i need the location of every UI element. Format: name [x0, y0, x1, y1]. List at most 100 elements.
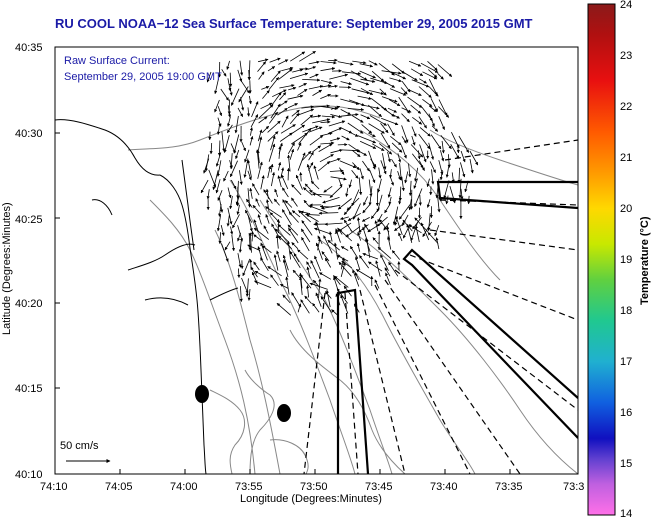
current-vector: [297, 88, 308, 96]
current-vector: [422, 71, 438, 80]
current-vector: [445, 195, 449, 205]
current-vector: [357, 232, 362, 241]
current-vector: [274, 228, 290, 243]
x-tick-label: 73:35: [495, 481, 523, 493]
current-vector: [401, 145, 407, 159]
current-vector: [449, 185, 456, 204]
current-vector: [298, 83, 307, 88]
current-vector: [291, 184, 302, 196]
current-vector: [309, 135, 324, 146]
current-vector: [369, 115, 387, 126]
map-frame: [54, 46, 579, 475]
current-vector: [315, 242, 323, 260]
current-vector: [260, 175, 265, 190]
current-vector: [218, 232, 222, 244]
current-vector: [380, 122, 389, 134]
current-vector: [312, 145, 322, 153]
current-vector: [306, 285, 310, 298]
current-vector: [359, 70, 376, 79]
current-vector: [320, 61, 337, 65]
current-vector: [291, 242, 299, 250]
current-vector: [267, 266, 282, 277]
current-vector: [370, 158, 377, 168]
current-vector: [263, 189, 273, 204]
current-vector: [306, 261, 312, 269]
current-vector: [451, 172, 455, 183]
current-vector: [232, 214, 240, 229]
current-vector: [362, 160, 370, 172]
current-vector: [312, 118, 331, 124]
current-vector: [270, 70, 281, 83]
colorbar-gradient: [587, 3, 616, 516]
current-vector: [392, 114, 400, 119]
current-vector: [289, 51, 306, 62]
current-vector: [206, 189, 210, 200]
current-vector: [394, 224, 403, 232]
current-vector: [330, 148, 343, 154]
current-vector: [428, 113, 435, 127]
current-vector: [338, 261, 352, 277]
current-vector: [367, 222, 383, 233]
current-vector: [338, 229, 353, 242]
current-vector: [321, 204, 341, 210]
current-vector: [351, 88, 371, 95]
current-vector: [363, 196, 368, 206]
current-vector: [249, 136, 254, 146]
current-vector: [401, 136, 407, 144]
current-vector: [315, 221, 321, 234]
current-vector: [231, 234, 236, 252]
current-vector: [328, 157, 341, 163]
current-vector: [260, 102, 273, 110]
current-vector: [385, 272, 391, 286]
current-label-line2: September 29, 2005 19:00 GMT: [64, 71, 222, 83]
current-vector: [428, 69, 438, 78]
current-vector: [258, 104, 274, 119]
y-tick-label: 40:15: [15, 383, 43, 395]
current-vector: [464, 180, 469, 193]
current-vector: [331, 309, 339, 316]
colorbar-tick-label: 17: [620, 356, 632, 368]
current-vector: [359, 140, 377, 149]
x-axis: 74:10 74:05 74:00 73:55 73:50 73:45 73:4…: [40, 469, 584, 493]
current-vector: [438, 99, 448, 117]
current-vector: [320, 120, 331, 124]
current-vector: [377, 213, 383, 223]
current-vector: [229, 86, 233, 96]
current-vector: [249, 187, 253, 199]
current-vector: [431, 169, 435, 185]
current-vector: [229, 72, 233, 87]
current-vector: [351, 115, 364, 123]
current-vector: [234, 115, 239, 134]
current-vector: [214, 79, 219, 95]
current-vector: [321, 80, 333, 84]
current-vector: [422, 221, 432, 238]
current-vector: [282, 254, 289, 271]
current-vector: [253, 261, 260, 271]
current-vector: [401, 107, 412, 113]
current-vector: [401, 113, 410, 123]
current-vector: [221, 69, 227, 77]
current-vector: [248, 80, 252, 94]
current-vector: [443, 180, 450, 199]
current-vector: [387, 236, 392, 250]
current-vector: [324, 222, 343, 226]
current-vector: [367, 261, 383, 272]
current-vector: [216, 160, 222, 177]
current-vector: [469, 150, 479, 166]
current-vector: [352, 60, 367, 65]
current-vector: [217, 140, 222, 157]
colorbar-tick-label: 22: [620, 101, 632, 113]
current-vector: [368, 123, 385, 134]
current-vector: [270, 135, 276, 151]
current-vector: [361, 124, 373, 134]
sector-outlines: [336, 180, 578, 474]
current-vector: [247, 159, 252, 178]
current-vector: [406, 223, 413, 243]
current-vector: [359, 63, 374, 68]
current-vector: [318, 211, 339, 215]
current-vector: [330, 105, 341, 110]
current-vector: [227, 207, 233, 225]
current-vector: [257, 214, 262, 225]
current-vector: [299, 276, 303, 295]
